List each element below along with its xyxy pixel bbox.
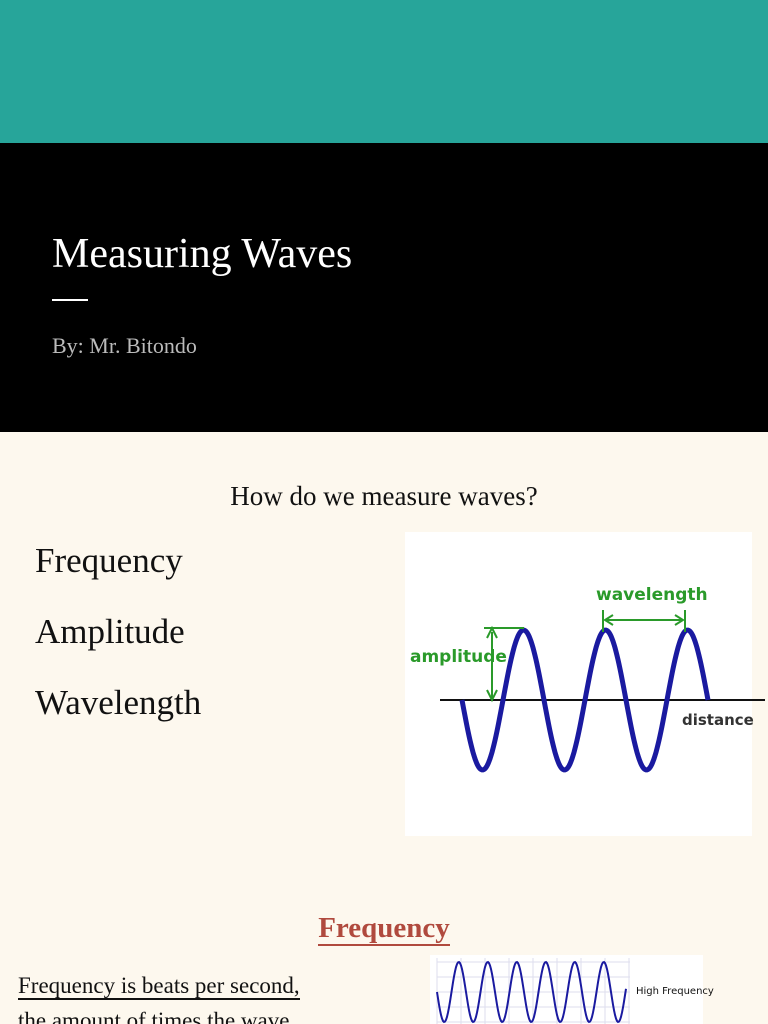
wave <box>459 627 711 773</box>
slide-title: Measuring Waves <box>52 231 353 277</box>
body-text: Frequency is beats per second, <box>18 973 300 1000</box>
wave <box>436 960 627 1024</box>
diagram-background <box>430 955 703 1024</box>
list-item: Frequency <box>35 541 183 580</box>
title-slide <box>0 143 768 432</box>
byline: By: Mr. Bitondo <box>52 333 197 358</box>
arrow-heads <box>486 625 498 703</box>
slide-heading: How do we measure waves? <box>230 481 538 511</box>
diagram-label: High Frequency <box>636 986 714 997</box>
arrow-heads <box>603 614 685 626</box>
header-band <box>0 0 768 143</box>
wavelength-label: wavelength <box>596 585 708 605</box>
list-item: Amplitude <box>35 612 185 651</box>
divider <box>52 299 88 301</box>
body-line: the amount of times the wave <box>18 1008 290 1024</box>
list-item: Wavelength <box>35 683 202 722</box>
diagram-background <box>405 532 752 836</box>
distance-label: distance <box>682 711 754 729</box>
heading-text: Frequency <box>318 912 450 946</box>
body-line: Frequency is beats per second, <box>18 973 300 1000</box>
amplitude-label: amplitude <box>410 647 507 667</box>
slide-heading: Frequency <box>0 912 768 946</box>
